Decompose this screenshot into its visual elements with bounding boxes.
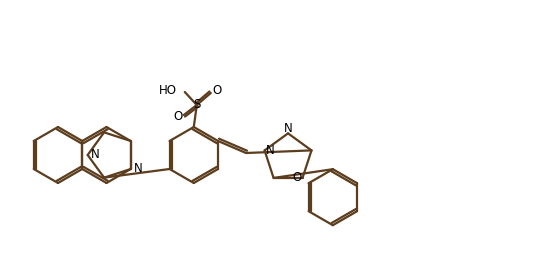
Text: O: O [212,85,222,97]
Text: O: O [292,171,301,185]
Text: N: N [91,149,99,161]
Text: HO: HO [159,84,177,96]
Text: N: N [284,122,293,135]
Text: N: N [266,144,275,157]
Text: O: O [173,111,182,124]
Text: S: S [193,98,201,112]
Text: N: N [134,162,142,176]
